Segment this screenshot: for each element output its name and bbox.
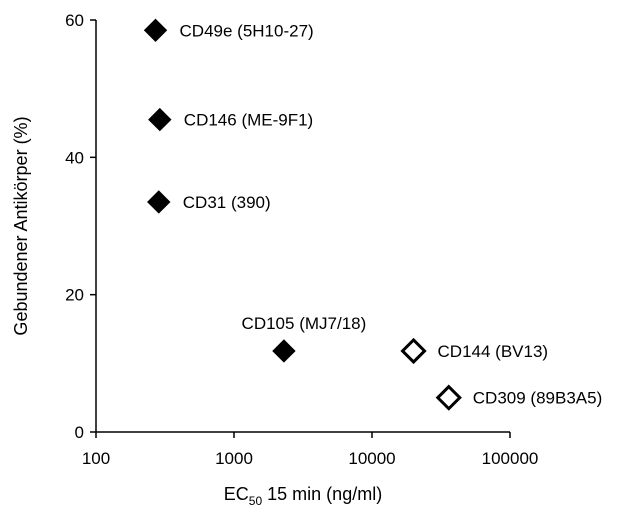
data-point-diamond [143,18,168,43]
data-point-diamond [272,339,296,363]
y-tick-label: 40 [65,148,84,167]
y-tick-label: 60 [65,11,84,30]
x-axis-title: EC50 15 min (ng/ml) [224,484,382,508]
y-tick-label: 20 [65,286,84,305]
y-tick-label: 0 [75,423,84,442]
data-point-diamond [147,190,171,214]
x-tick-label: 100 [82,449,110,468]
x-tick-label: 100000 [482,449,539,468]
data-point-label: CD146 (ME-9F1) [184,111,313,130]
x-axis-title-suffix: 15 min (ng/ml) [262,484,382,504]
data-points: CD49e (5H10-27) CD146 (ME-9F1) CD31 (390) C… [143,18,602,411]
data-point-label: CD105 (MJ7/18) [242,314,367,333]
x-tick-label: 1000 [215,449,253,468]
x-axis-title-prefix: EC [224,484,249,504]
data-point-label: CD49e (5H10-27) [180,21,314,40]
data-point-label: CD309 (89B3A5) [473,389,602,408]
data-point-label: CD31 (390) [183,193,271,212]
data-point-label: CD144 (BV13) [438,342,549,361]
y-axis-title: Gebundener Antikörper (%) [11,116,31,335]
data-point-diamond [435,384,462,411]
ticks: 0 20 40 60 100 1000 10000 100000 [65,11,538,468]
x-axis-title-subscript: 50 [249,494,263,508]
data-point-diamond [148,107,172,132]
x-tick-label: 10000 [348,449,395,468]
data-point-diamond [400,337,427,365]
axes [95,20,510,433]
